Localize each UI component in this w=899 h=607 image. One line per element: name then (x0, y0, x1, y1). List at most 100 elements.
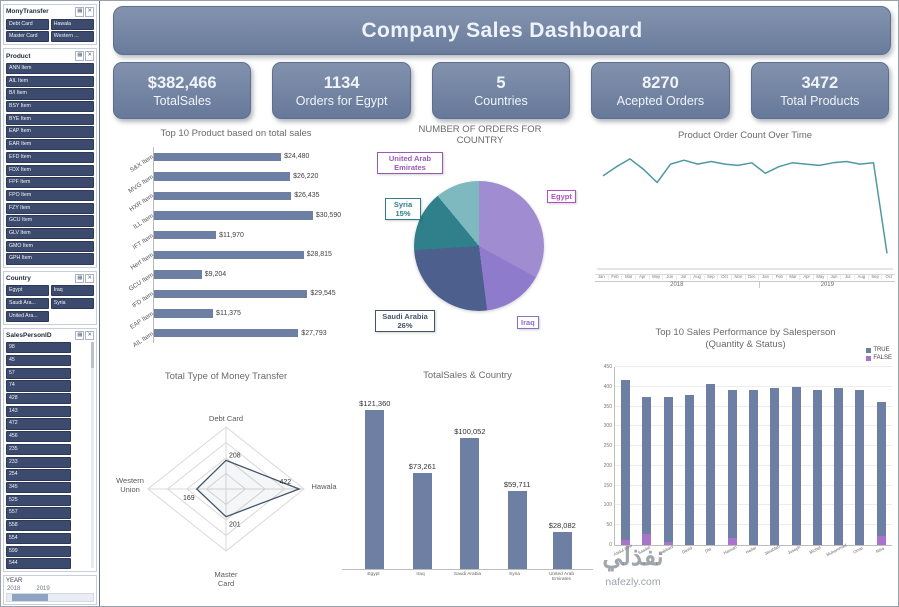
clear-filter-icon[interactable]: ✕ (85, 273, 94, 284)
bar-value-label: $26,220 (293, 172, 319, 180)
x-tick-label: Mar (621, 275, 635, 280)
slicer-button[interactable]: EAP Item (6, 126, 94, 138)
bar (154, 172, 291, 181)
bar-row: IFT Item $11,970 (109, 225, 367, 251)
slicer-button[interactable]: 525 (6, 494, 72, 506)
stacked-bar (642, 397, 652, 545)
scrollbar[interactable] (91, 341, 94, 569)
legend-swatch (866, 347, 872, 353)
bar-track: $11,375 (153, 303, 367, 324)
slicer-button[interactable]: Master Card (6, 31, 50, 43)
slicer-button[interactable]: Egypt (6, 285, 50, 297)
chart-sales-by-country: TotalSales & Country $121,360 $73,261 $100… (342, 370, 593, 600)
legend-item: FALSE (866, 355, 892, 361)
slicer-button[interactable]: 143 (6, 405, 72, 417)
kpi-value: 8270 (642, 73, 679, 92)
slicer-button[interactable]: 233 (6, 456, 72, 468)
slicer-button[interactable]: FPF Item (6, 177, 94, 189)
slicer-button[interactable]: 74 (6, 380, 72, 392)
line-year-groups: 2018 2019 (595, 280, 895, 288)
kpi-card: 5 Countries (431, 62, 571, 119)
stacked-chart-area: 0 50 100 150 200 250 300 350 400 450 (599, 364, 892, 548)
slicer-button[interactable]: 57 (6, 367, 72, 379)
multiselect-icon[interactable]: ▦ (75, 51, 85, 61)
slicer-button[interactable]: Saudi Ara... (6, 297, 50, 310)
slicer-button[interactable]: 98 (6, 342, 72, 354)
slicer-title: Product (6, 52, 31, 60)
bar-track: $26,435 (153, 186, 367, 206)
slicer-button[interactable]: GCU Item (6, 215, 94, 227)
y-tick-label: 300 (603, 423, 612, 430)
slicer-button[interactable]: 235 (6, 443, 72, 456)
kpi-row: $382,466 TotalSales 1134 Orders for Egypt 5 C… (113, 62, 890, 119)
slicer-button[interactable]: 558 (6, 520, 72, 532)
slicer-button[interactable]: FDX Item (6, 164, 94, 176)
chart-title: NUMBER OF ORDERS FOR COUNTRY (418, 124, 542, 147)
slicer-button[interactable]: 544 (6, 558, 72, 570)
clear-filter-icon[interactable]: ✕ (85, 51, 94, 61)
multiselect-icon[interactable]: ▦ (75, 330, 85, 341)
slicer-button[interactable]: GPH Item (6, 253, 94, 265)
slicer-button[interactable]: FZY Item (6, 202, 94, 214)
slicer-button[interactable]: 554 (6, 532, 72, 545)
timeline-title: YEAR (6, 578, 23, 585)
slicer-button[interactable]: FPO Item (6, 189, 94, 202)
slicer-button[interactable]: EAR Item (6, 139, 94, 151)
slicer-button[interactable]: 345 (6, 482, 72, 494)
slicer-button[interactable]: ANN Item (6, 62, 94, 75)
stacked-bar (621, 380, 631, 545)
slicer-button[interactable]: United Ara... (6, 310, 50, 322)
year-group-label: 2019 (758, 281, 895, 288)
bar-row: Herf Item $28,815 (109, 244, 367, 272)
slicer-button[interactable]: EFD Item (6, 151, 94, 164)
slicer-header: MonyTransfer ▦ ✕ (6, 7, 94, 17)
clear-filter-icon[interactable]: ✕ (85, 330, 94, 341)
slicer-button[interactable]: GMO Item (6, 240, 94, 252)
svg-text:201: 201 (229, 522, 241, 529)
bar (507, 491, 527, 569)
slicer-button[interactable]: GLV Item (6, 228, 94, 240)
timeline-track[interactable] (6, 593, 94, 603)
plot-area (614, 366, 892, 546)
x-tick-label: Feb (771, 275, 786, 280)
slicer-button[interactable]: B/I Item (6, 88, 94, 100)
slicer-button[interactable]: 472 (6, 418, 72, 430)
slicer-button[interactable]: BYE Item (6, 113, 94, 125)
slicer-button[interactable]: 428 (6, 393, 72, 405)
x-tick-label: Apr (635, 275, 649, 280)
chart-title: TotalSales & Country (423, 370, 512, 381)
chart-title: Top 10 Sales Performance by Salesperson (655, 327, 836, 338)
x-tick-label: Jan (758, 275, 772, 280)
slicer-button[interactable]: 557 (6, 507, 72, 519)
multiselect-icon[interactable]: ▦ (75, 7, 85, 17)
slicer-controls: ▦ ✕ (75, 7, 94, 17)
timeline-selection[interactable] (12, 594, 49, 602)
slicer-button[interactable]: Iraq (50, 285, 94, 297)
scrollbar-thumb[interactable] (91, 341, 94, 368)
slicer-button[interactable]: AIL Item (6, 75, 94, 87)
kpi-value: 5 (496, 73, 506, 92)
slicer-button[interactable]: BSY Item (6, 101, 94, 113)
kpi-card: 1134 Orders for Egypt (272, 62, 411, 119)
slicer-button[interactable]: Hawala (50, 18, 94, 30)
clear-filter-icon[interactable]: ✕ (85, 7, 94, 17)
timeline-years: 2018 2019 (7, 586, 94, 592)
slicer-button[interactable]: Debt Card (6, 18, 50, 30)
slicer-button[interactable]: Western ... (50, 31, 94, 43)
salesperson-items: 98 45 57 74 428 143 472 456 235 233 254 345 525 557 55… (6, 342, 94, 570)
x-tick-label: Nov (730, 275, 745, 280)
bar-row: GCU Item $9,204 (109, 264, 367, 293)
slicer-button[interactable]: 45 (6, 354, 72, 367)
y-tick-label: 200 (603, 462, 612, 469)
bar-track: $9,204 (153, 264, 367, 285)
chart-subtitle: (Quantity & Status) (705, 338, 786, 350)
slicer-button[interactable]: 456 (6, 431, 72, 443)
x-tick-label: Mar (785, 275, 800, 280)
multiselect-icon[interactable]: ▦ (75, 273, 85, 284)
slicer-button[interactable]: Syria (50, 297, 94, 310)
svg-text:422: 422 (279, 479, 291, 486)
slicer-controls: ▦ ✕ (75, 51, 94, 61)
slicer-button[interactable]: 599 (6, 545, 72, 557)
line-x-labels: Jan Feb Mar Apr May Jun Jul Aug Sep Oct Nov Dec Jan F… (595, 274, 895, 280)
slicer-button[interactable]: 254 (6, 469, 72, 481)
